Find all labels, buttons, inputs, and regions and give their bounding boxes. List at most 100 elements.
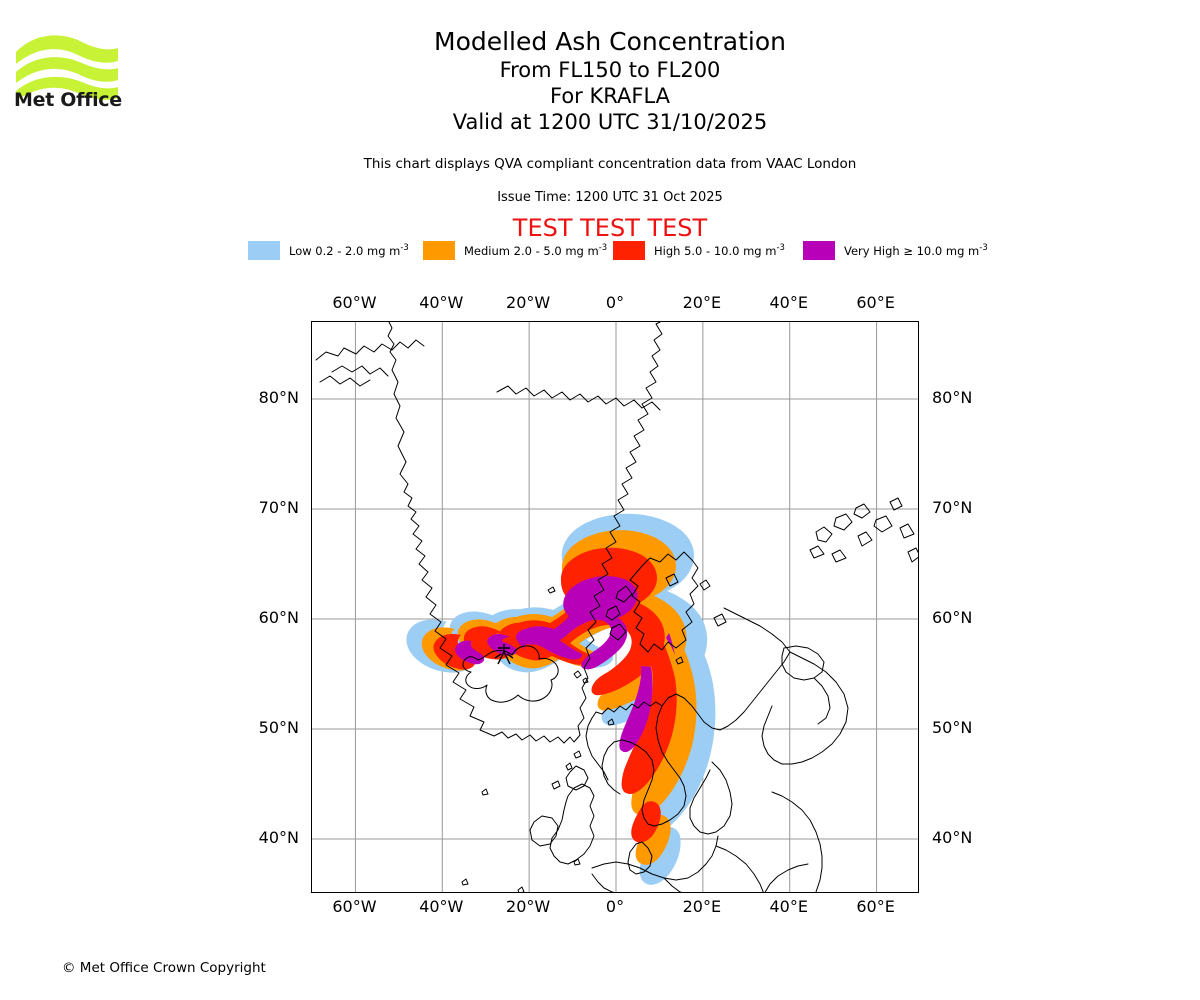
- legend-label-medium: Medium 2.0 - 5.0 mg m-3: [464, 242, 608, 258]
- denmark-coastline: [627, 841, 653, 875]
- hebrides-islands: [551, 780, 561, 790]
- legend-swatch-low: [248, 240, 280, 260]
- novaya-zemlya-north: [899, 523, 915, 539]
- ireland-coastline: [529, 815, 559, 847]
- france-coast: [591, 873, 615, 892]
- russia-west-coast: [771, 791, 823, 892]
- title-flight-levels: From FL150 to FL200: [499, 58, 721, 82]
- channel-islet: [573, 858, 581, 866]
- lon-tick-bottom-20°W: 20°W: [506, 897, 551, 916]
- rockall-islet: [481, 788, 489, 796]
- legend-label-low: Low 0.2 - 2.0 mg m-3: [289, 242, 409, 258]
- franz-josef-land-3: [853, 503, 871, 519]
- legend-item-high: High 5.0 - 10.0 mg m-3: [613, 238, 785, 262]
- finland-russia-coastline: [761, 651, 849, 765]
- norway-west-coast: [585, 701, 663, 781]
- lon-tick-bottom-0°: 0°: [605, 897, 625, 916]
- kola-peninsula: [781, 645, 825, 681]
- gulf-of-bothnia: [689, 761, 733, 835]
- lat-tick-left-40°N: 40°N: [258, 828, 299, 847]
- met-office-logo: [14, 28, 134, 118]
- lon-tick-bottom-60°W: 60°W: [332, 897, 377, 916]
- met-office-wave-mark: [16, 35, 118, 101]
- legend-item-low: Low 0.2 - 2.0 mg m-3: [248, 238, 409, 262]
- north-sea-coast: [591, 835, 719, 881]
- plume-band-very-high: [455, 576, 675, 753]
- met-office-wordmark: Met Office: [14, 89, 122, 111]
- franz-josef-land-2: [833, 513, 853, 531]
- lon-tick-top-40°W: 40°W: [419, 293, 464, 312]
- scotland-coastline: [565, 765, 589, 791]
- lon-tick-top-0°: 0°: [605, 293, 625, 312]
- shetland-islands: [573, 750, 582, 759]
- svalbard-west-island: [615, 585, 633, 603]
- ash-plume-contours: [406, 513, 716, 885]
- greenland-north-detail: [496, 385, 661, 411]
- great-britain-coastline: [549, 783, 595, 865]
- baltic-states-coast: [715, 845, 764, 892]
- legend-swatch-medium: [423, 240, 455, 260]
- lat-tick-left-80°N: 80°N: [258, 388, 299, 407]
- lofoten-islet: [607, 718, 615, 726]
- faroe-islands: [573, 670, 582, 679]
- map-coastlines: [315, 322, 918, 892]
- franz-josef-land-6: [809, 545, 825, 559]
- orkney-islands: [565, 762, 573, 771]
- bear-island: [675, 656, 684, 665]
- lat-tick-right-40°N: 40°N: [932, 828, 973, 847]
- lat-tick-left-50°N: 50°N: [258, 718, 299, 737]
- franz-josef-land-5: [857, 531, 873, 547]
- svalbard-coastline: [629, 551, 699, 653]
- iceland-coastline: [462, 645, 559, 703]
- lon-tick-top-20°W: 20°W: [506, 293, 551, 312]
- atlantic-islet: [461, 878, 469, 886]
- white-sea-coast: [813, 677, 831, 725]
- arctic-islands-2: [331, 365, 389, 377]
- legend-swatch-high: [613, 240, 645, 260]
- lat-tick-right-70°N: 70°N: [932, 498, 973, 517]
- franz-josef-land-4: [873, 515, 893, 533]
- copyright-footer: © Met Office Crown Copyright: [62, 960, 266, 976]
- svalbard-island-3: [609, 623, 627, 641]
- page-title: Modelled Ash Concentration: [434, 27, 786, 56]
- qva-caption: This chart displays QVA compliant concen…: [363, 156, 857, 172]
- arctic-islands: [315, 339, 425, 361]
- franz-josef-land-8: [889, 497, 903, 511]
- map-graticule: [312, 322, 918, 892]
- legend-item-very-high: Very High ≥ 10.0 mg m-3: [803, 238, 988, 262]
- lon-tick-bottom-60°E: 60°E: [856, 897, 895, 916]
- lat-tick-left-70°N: 70°N: [258, 498, 299, 517]
- svalbard-islet-2: [699, 579, 711, 591]
- lon-tick-bottom-40°E: 40°E: [769, 897, 808, 916]
- legend-item-medium: Medium 2.0 - 5.0 mg m-3: [423, 238, 607, 262]
- arctic-islands-3: [319, 375, 371, 387]
- lon-tick-top-60°W: 60°W: [332, 293, 377, 312]
- lat-tick-right-80°N: 80°N: [932, 388, 973, 407]
- franz-josef-land-7: [831, 549, 847, 563]
- jan-mayen: [547, 586, 556, 594]
- title-volcano: For KRAFLA: [550, 84, 670, 108]
- franz-josef-land-1: [815, 526, 833, 543]
- lon-tick-top-40°E: 40°E: [769, 293, 808, 312]
- lon-tick-bottom-40°W: 40°W: [419, 897, 464, 916]
- legend-label-high: High 5.0 - 10.0 mg m-3: [654, 242, 785, 258]
- issue-time-label: Issue Time: 1200 UTC 31 Oct 2025: [497, 190, 723, 205]
- test-banner: TEST TEST TEST: [512, 214, 708, 242]
- azores-islet: [517, 886, 525, 892]
- lon-tick-top-20°E: 20°E: [682, 293, 722, 312]
- lat-tick-right-50°N: 50°N: [932, 718, 973, 737]
- chart-title-block: Modelled Ash Concentration From FL150 to…: [310, 26, 910, 135]
- lat-tick-left-60°N: 60°N: [258, 608, 299, 627]
- svalbard-island-2: [605, 605, 621, 621]
- lat-tick-right-60°N: 60°N: [932, 608, 973, 627]
- svalbard-islet: [665, 573, 679, 587]
- legend-label-very-high: Very High ≥ 10.0 mg m-3: [844, 242, 988, 258]
- legend-swatch-very-high: [803, 240, 835, 260]
- faroe-islands-2: [582, 677, 589, 684]
- concentration-legend: Low 0.2 - 2.0 mg m-3 Medium 2.0 - 5.0 mg…: [248, 238, 993, 262]
- map-plot-area: [311, 321, 919, 893]
- hopen-island: [713, 613, 727, 627]
- novaya-zemlya: [907, 547, 918, 563]
- greenland-coastline: [387, 322, 663, 744]
- lon-tick-bottom-20°E: 20°E: [682, 897, 722, 916]
